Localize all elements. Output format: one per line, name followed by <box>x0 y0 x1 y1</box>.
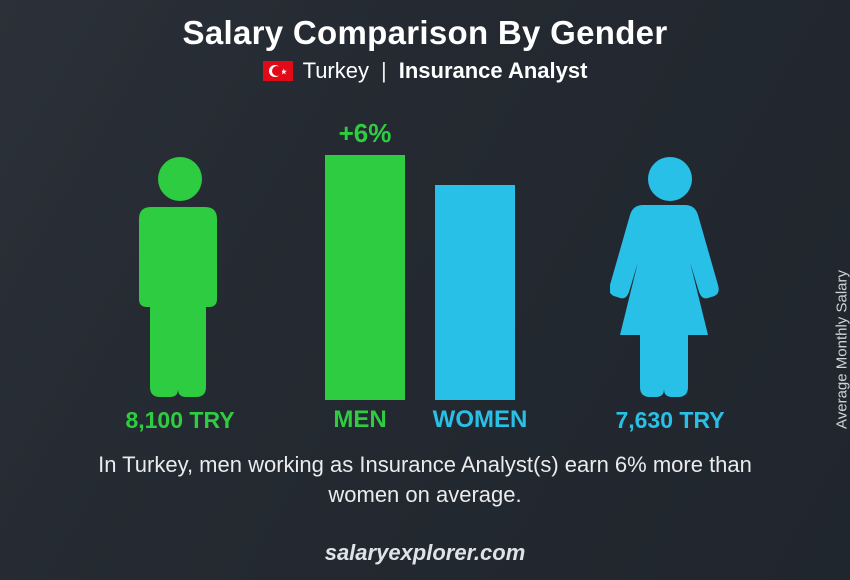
footer-source: salaryexplorer.com <box>0 540 850 566</box>
role-label: Insurance Analyst <box>399 58 588 84</box>
woman-icon <box>610 155 730 400</box>
bar-label-men: MEN <box>300 406 420 434</box>
female-figure-icon <box>610 155 730 400</box>
bar-women <box>435 185 515 400</box>
women-salary-value: 7,630 TRY <box>580 407 760 434</box>
separator: | <box>379 58 389 84</box>
country-label: Turkey <box>303 58 369 84</box>
page-title: Salary Comparison By Gender <box>0 0 850 52</box>
description-text: In Turkey, men working as Insurance Anal… <box>70 450 780 509</box>
man-icon <box>125 155 235 400</box>
chart-area: +6% MEN WOMEN 8,100 TRY 7,630 TRY Averag… <box>0 100 850 440</box>
subtitle-row: ★ Turkey | Insurance Analyst <box>0 58 850 84</box>
vertical-axis-label: Average Monthly Salary <box>834 270 850 429</box>
bar-men <box>325 155 405 400</box>
bar-label-women: WOMEN <box>420 406 540 434</box>
men-salary-value: 8,100 TRY <box>90 407 270 434</box>
pct-diff-label: +6% <box>325 118 405 149</box>
turkey-flag-icon: ★ <box>263 61 293 81</box>
male-figure-icon <box>120 155 240 400</box>
